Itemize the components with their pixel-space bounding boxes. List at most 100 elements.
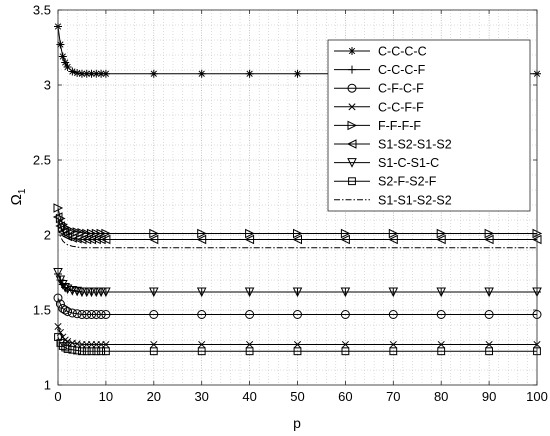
series-line xyxy=(57,227,537,249)
data-point xyxy=(101,69,110,78)
data-point xyxy=(96,228,107,239)
data-point xyxy=(72,309,82,319)
data-point xyxy=(87,310,97,319)
data-point xyxy=(388,234,398,245)
data-point xyxy=(73,69,82,77)
x-axis-label: p xyxy=(293,415,301,431)
data-point xyxy=(91,310,101,319)
data-point xyxy=(348,177,356,186)
data-point xyxy=(72,227,83,237)
series-c-f-c-f xyxy=(53,293,542,319)
legend-entry: S1-S1-S2-S2 xyxy=(334,193,452,207)
legend-entry: S1-S2-S1-S2 xyxy=(334,138,452,152)
data-point xyxy=(86,287,97,298)
legend-entry: C-F-C-F xyxy=(334,82,424,96)
data-point xyxy=(63,224,73,234)
legend-label: C-C-C-C xyxy=(378,45,427,59)
data-point xyxy=(293,310,302,319)
data-point xyxy=(67,308,77,318)
y-axis-label: Ω1 xyxy=(8,188,28,205)
data-point xyxy=(86,234,97,245)
y-tick-label: 3 xyxy=(44,78,51,93)
x-tick-label: 20 xyxy=(147,389,161,404)
data-point xyxy=(244,234,255,245)
data-point xyxy=(348,103,356,111)
data-point xyxy=(485,340,493,349)
data-point xyxy=(63,345,72,353)
data-point xyxy=(388,310,398,319)
data-point xyxy=(150,340,158,349)
data-point xyxy=(436,228,447,239)
data-point xyxy=(67,233,77,243)
legend-label: C-C-F-F xyxy=(378,100,424,114)
data-point xyxy=(341,347,350,356)
data-point xyxy=(81,234,92,245)
x-tick-label: 40 xyxy=(242,389,256,404)
data-point xyxy=(96,310,106,319)
data-point xyxy=(436,287,447,298)
data-point xyxy=(82,310,92,319)
data-point xyxy=(101,287,111,298)
data-point xyxy=(63,307,73,316)
legend-label: S2-F-S2-F xyxy=(378,175,437,189)
y-tick-label: 2.5 xyxy=(33,153,51,168)
x-tick-label: 0 xyxy=(54,389,61,404)
legend-label: S1-C-S1-C xyxy=(378,156,439,170)
data-point xyxy=(148,287,159,298)
legend-entry: C-C-C-F xyxy=(334,63,426,77)
data-point xyxy=(340,310,350,319)
legend-entry: S2-F-S2-F xyxy=(334,175,437,189)
data-point xyxy=(149,347,158,356)
data-point xyxy=(340,228,351,239)
data-point xyxy=(101,228,112,239)
data-point xyxy=(95,234,106,245)
data-point xyxy=(72,233,82,244)
data-point xyxy=(60,283,70,293)
legend-label: C-F-C-F xyxy=(378,82,424,96)
data-point xyxy=(293,347,302,356)
data-point xyxy=(149,69,158,78)
data-point xyxy=(347,120,358,131)
data-point xyxy=(92,347,101,356)
data-point xyxy=(348,65,356,74)
legend-label: S1-S2-S1-S2 xyxy=(378,138,452,152)
y-axis-label-sub: 1 xyxy=(17,188,28,194)
data-point xyxy=(245,228,255,239)
data-point xyxy=(197,347,206,356)
data-point xyxy=(196,287,207,298)
data-point xyxy=(76,234,87,245)
series-s1-s2-s1-s2 xyxy=(52,212,542,245)
data-point xyxy=(56,40,65,49)
data-point xyxy=(245,310,255,319)
data-point xyxy=(61,58,70,67)
y-tick-label: 1.5 xyxy=(33,303,51,318)
data-point xyxy=(78,347,86,356)
data-point xyxy=(68,345,77,354)
data-point xyxy=(97,347,106,356)
data-point xyxy=(91,287,102,298)
data-point xyxy=(437,340,445,349)
data-point xyxy=(292,287,303,298)
data-point xyxy=(389,340,397,349)
data-point xyxy=(92,69,101,78)
legend-entry: C-C-C-C xyxy=(334,45,427,59)
data-point xyxy=(149,310,159,319)
data-point xyxy=(245,347,254,356)
data-point xyxy=(87,347,96,356)
data-point xyxy=(77,310,87,319)
data-point xyxy=(388,228,399,239)
data-point xyxy=(102,340,110,349)
data-point xyxy=(77,69,86,78)
data-point xyxy=(91,228,102,239)
ticks-layer: 0 10 20 30 40 50 60 70 80 90 100 1 1.5 2 2.5 3 3.5 xyxy=(33,3,548,405)
x-tick-label: 50 xyxy=(290,389,304,404)
data-point xyxy=(82,347,91,356)
x-tick-label: 60 xyxy=(338,389,352,404)
data-point xyxy=(148,234,159,245)
x-tick-label: 80 xyxy=(434,389,448,404)
data-point xyxy=(91,234,101,245)
data-point xyxy=(484,228,495,239)
data-point xyxy=(55,221,65,231)
data-point xyxy=(293,69,302,78)
data-point xyxy=(340,234,350,245)
